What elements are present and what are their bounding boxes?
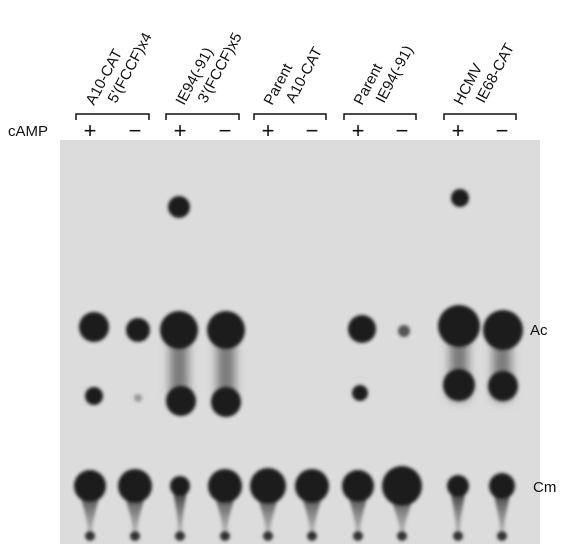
cm-spot <box>342 470 374 502</box>
camp-sign: + <box>452 118 465 143</box>
origin-spot <box>85 531 95 541</box>
autoradiograph-figure: cAMP Ac Cm A10-CAT5'(FCCF)x4+−IE94(-91)3… <box>0 0 568 544</box>
origin-spot <box>397 531 407 541</box>
camp-sign: + <box>262 118 275 143</box>
cm-spot <box>250 468 286 504</box>
origin-spot <box>453 531 463 541</box>
origin-spot <box>263 531 273 541</box>
cm-spot <box>170 476 190 496</box>
origin-spot <box>497 531 507 541</box>
origin-spot <box>175 531 185 541</box>
cm-spot <box>208 469 242 503</box>
row-label: cAMP <box>8 123 48 140</box>
camp-sign: + <box>352 118 365 143</box>
camp-sign: − <box>129 118 142 143</box>
camp-sign: − <box>496 118 509 143</box>
origin-spot <box>353 531 363 541</box>
cm-spot <box>295 469 329 503</box>
camp-sign: − <box>219 118 232 143</box>
camp-sign: − <box>306 118 319 143</box>
origin-spot <box>130 531 140 541</box>
origin-spot <box>307 531 317 541</box>
cm-spot <box>118 469 152 503</box>
cm-spot <box>447 475 469 497</box>
camp-sign: + <box>174 118 187 143</box>
camp-sign: + <box>84 118 97 143</box>
cm-spot <box>382 466 422 506</box>
origin-spot <box>220 531 230 541</box>
cm-spot <box>489 473 515 499</box>
cm-spot <box>74 470 106 502</box>
camp-sign: − <box>396 118 409 143</box>
spot-label: Cm <box>533 479 556 496</box>
spot-label: Ac <box>530 322 548 339</box>
